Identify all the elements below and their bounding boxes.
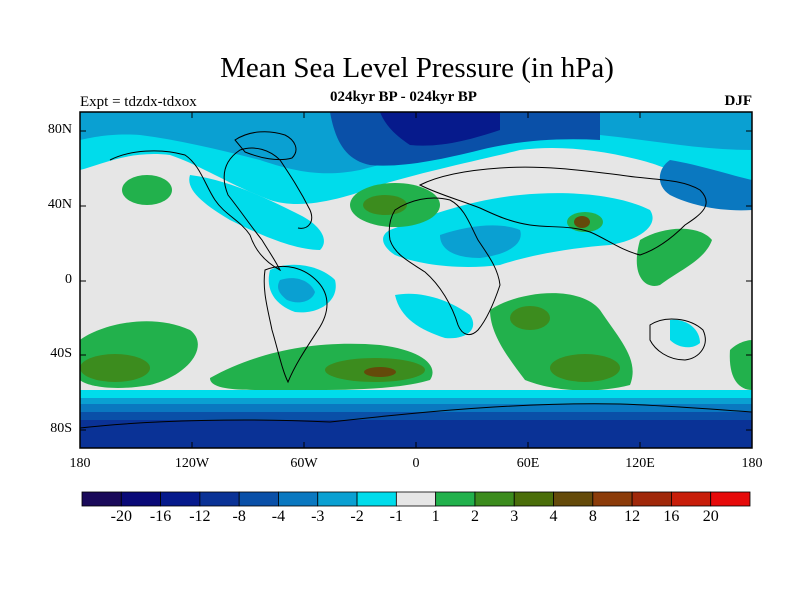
y-tick-label: 80N: [47, 122, 72, 137]
colorbar-label: -2: [350, 508, 364, 525]
colorbar-label: 4: [549, 508, 558, 525]
x-tick-label: 120E: [625, 456, 655, 471]
colorbar: [81, 491, 751, 507]
colorbar-swatch: [238, 491, 279, 507]
experiment-label: Expt = tdzdx-tdxox: [80, 94, 197, 110]
colorbar-swatch: [592, 491, 633, 507]
colorbar-label: -12: [189, 508, 211, 525]
y-tick-label: 40N: [47, 197, 72, 212]
colorbar-swatch: [395, 491, 437, 507]
colorbar-label: 8: [588, 508, 597, 525]
y-tick-label: 40S: [50, 346, 72, 361]
colorbar-swatch: [474, 491, 515, 507]
colorbar-swatch: [356, 491, 397, 507]
colorbar-swatch: [671, 491, 712, 507]
x-tick-label: 180: [741, 456, 763, 471]
colorbar-swatch: [513, 491, 554, 507]
colorbar-swatch: [81, 491, 122, 507]
y-tick-label: 80S: [50, 421, 72, 436]
y-tick-label: 0: [65, 272, 72, 287]
colorbar-swatch: [199, 491, 240, 507]
colorbar-label: -4: [271, 508, 286, 525]
x-tick-label: 120W: [174, 456, 210, 471]
season-label: DJF: [724, 93, 753, 109]
colorbar-label: 20: [702, 508, 719, 525]
x-tick-label: 60W: [290, 456, 318, 471]
coastlines: [80, 131, 752, 429]
colorbar-swatch: [120, 491, 161, 507]
colorbar-swatch: [710, 491, 751, 507]
chart-subtitle: 024kyr BP - 024kyr BP: [330, 89, 477, 105]
x-tick-label: 180: [69, 456, 91, 471]
x-tick-label: 60E: [516, 456, 540, 471]
colorbar-swatch: [435, 491, 476, 507]
colorbar-label: -1: [389, 508, 403, 525]
colorbar-label: 12: [624, 508, 641, 525]
chart-title: Mean Sea Level Pressure (in hPa): [220, 52, 614, 84]
colorbar-label: 3: [510, 508, 519, 525]
colorbar-label: -8: [232, 508, 246, 525]
colorbar-swatch: [160, 491, 201, 507]
colorbar-label: 2: [470, 508, 479, 525]
colorbar-swatch: [278, 491, 319, 507]
pressure-field: [80, 112, 752, 448]
colorbar-label: 1: [431, 508, 440, 525]
colorbar-swatch: [553, 491, 594, 507]
colorbar-swatch: [317, 491, 358, 507]
colorbar-label: -16: [149, 508, 172, 525]
colorbar-label: -3: [311, 508, 325, 525]
x-tick-label: 0: [412, 456, 420, 471]
colorbar-label: 16: [663, 508, 680, 525]
colorbar-label: -20: [110, 508, 132, 525]
colorbar-swatch: [631, 491, 672, 507]
